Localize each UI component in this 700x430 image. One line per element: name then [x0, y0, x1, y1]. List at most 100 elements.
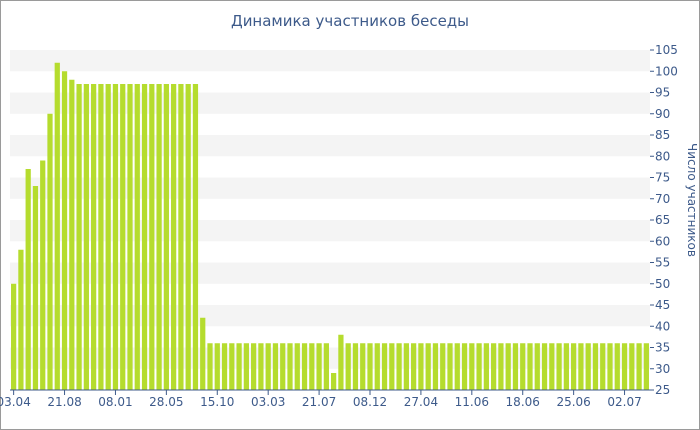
bar [258, 343, 264, 390]
bar [127, 84, 133, 390]
bar [214, 343, 220, 390]
bar [294, 343, 300, 390]
bar [578, 343, 584, 390]
x-tick-label: 15.10 [200, 395, 234, 409]
y-tick-label: 75 [655, 171, 670, 185]
grid-band [10, 262, 650, 284]
bar [185, 84, 191, 390]
x-tick-label: 08.12 [353, 395, 387, 409]
bar [192, 84, 199, 390]
bar [534, 343, 540, 390]
bar [352, 343, 359, 390]
bar [476, 343, 482, 390]
grid-band [10, 220, 650, 242]
y-tick-label: 105 [655, 43, 678, 57]
bar [265, 343, 271, 390]
bar [527, 343, 533, 390]
y-tick-label: 25 [655, 383, 670, 397]
bar [621, 343, 628, 390]
bar [512, 343, 519, 390]
bar [556, 343, 562, 390]
bar [120, 84, 126, 390]
y-tick-label: 40 [655, 319, 670, 333]
bar [207, 343, 213, 390]
bar [549, 343, 555, 390]
y-tick-label: 65 [655, 213, 670, 227]
bar [287, 343, 293, 390]
bar [25, 169, 31, 390]
x-tick-label: 28.05 [149, 395, 183, 409]
bar [309, 343, 315, 390]
bar [316, 343, 322, 390]
bar [563, 343, 569, 390]
bar [112, 84, 119, 390]
bar [98, 84, 104, 390]
bar [607, 343, 613, 390]
bar [200, 317, 206, 390]
bar [280, 343, 286, 390]
grid-band [10, 50, 650, 72]
bar [629, 343, 635, 390]
x-tick-label: 27.04 [404, 395, 438, 409]
bar [483, 343, 489, 390]
bar [454, 343, 460, 390]
bar [156, 84, 162, 390]
bar [396, 343, 402, 390]
bar [498, 343, 504, 390]
y-tick-label: 30 [655, 362, 670, 376]
bar [643, 343, 649, 390]
bar [491, 343, 497, 390]
y-tick-label: 95 [655, 86, 670, 100]
bar [229, 343, 235, 390]
y-tick-label: 70 [655, 192, 670, 206]
bar [32, 186, 39, 390]
x-tick-label: 21.08 [47, 395, 81, 409]
bar [134, 84, 140, 390]
y-tick-label: 45 [655, 298, 670, 312]
bar [338, 334, 344, 390]
y-tick-label: 50 [655, 277, 670, 291]
y-tick-label: 90 [655, 107, 670, 121]
x-tick-label: 02.07 [607, 395, 641, 409]
bar [323, 343, 329, 390]
bar [600, 343, 606, 390]
bar [461, 343, 468, 390]
bar [163, 84, 169, 390]
grid-band [10, 92, 650, 114]
bar [11, 283, 17, 390]
bar [61, 71, 68, 390]
bar [592, 343, 599, 390]
bar [381, 343, 388, 390]
bar [221, 343, 228, 390]
x-tick-label: 18.06 [506, 395, 540, 409]
x-tick-label: 21.07 [302, 395, 336, 409]
bar [76, 84, 82, 390]
bar [520, 343, 526, 390]
y-tick-label: 35 [655, 341, 670, 355]
x-tick-label: 11.06 [455, 395, 489, 409]
x-tick-label: 03.04 [0, 395, 31, 409]
bar [432, 343, 439, 390]
bar [69, 79, 75, 390]
bar [360, 343, 366, 390]
x-tick-label: 03.03 [251, 395, 285, 409]
y-tick-label: 100 [655, 64, 678, 78]
bar-series [11, 62, 649, 390]
bar [585, 343, 591, 390]
y-tick-label: 55 [655, 256, 670, 270]
bar [178, 84, 184, 390]
bar [272, 343, 279, 390]
bar [54, 62, 60, 390]
bar [345, 343, 351, 390]
bar [636, 343, 642, 390]
bar [403, 343, 409, 390]
bar [389, 343, 395, 390]
y-tick-label: 60 [655, 234, 670, 248]
grid-band [10, 177, 650, 199]
bar [469, 343, 475, 390]
chart-title: Динамика участников беседы [230, 12, 470, 30]
bar [367, 343, 373, 390]
grid-bands [10, 50, 650, 369]
bar [447, 343, 453, 390]
